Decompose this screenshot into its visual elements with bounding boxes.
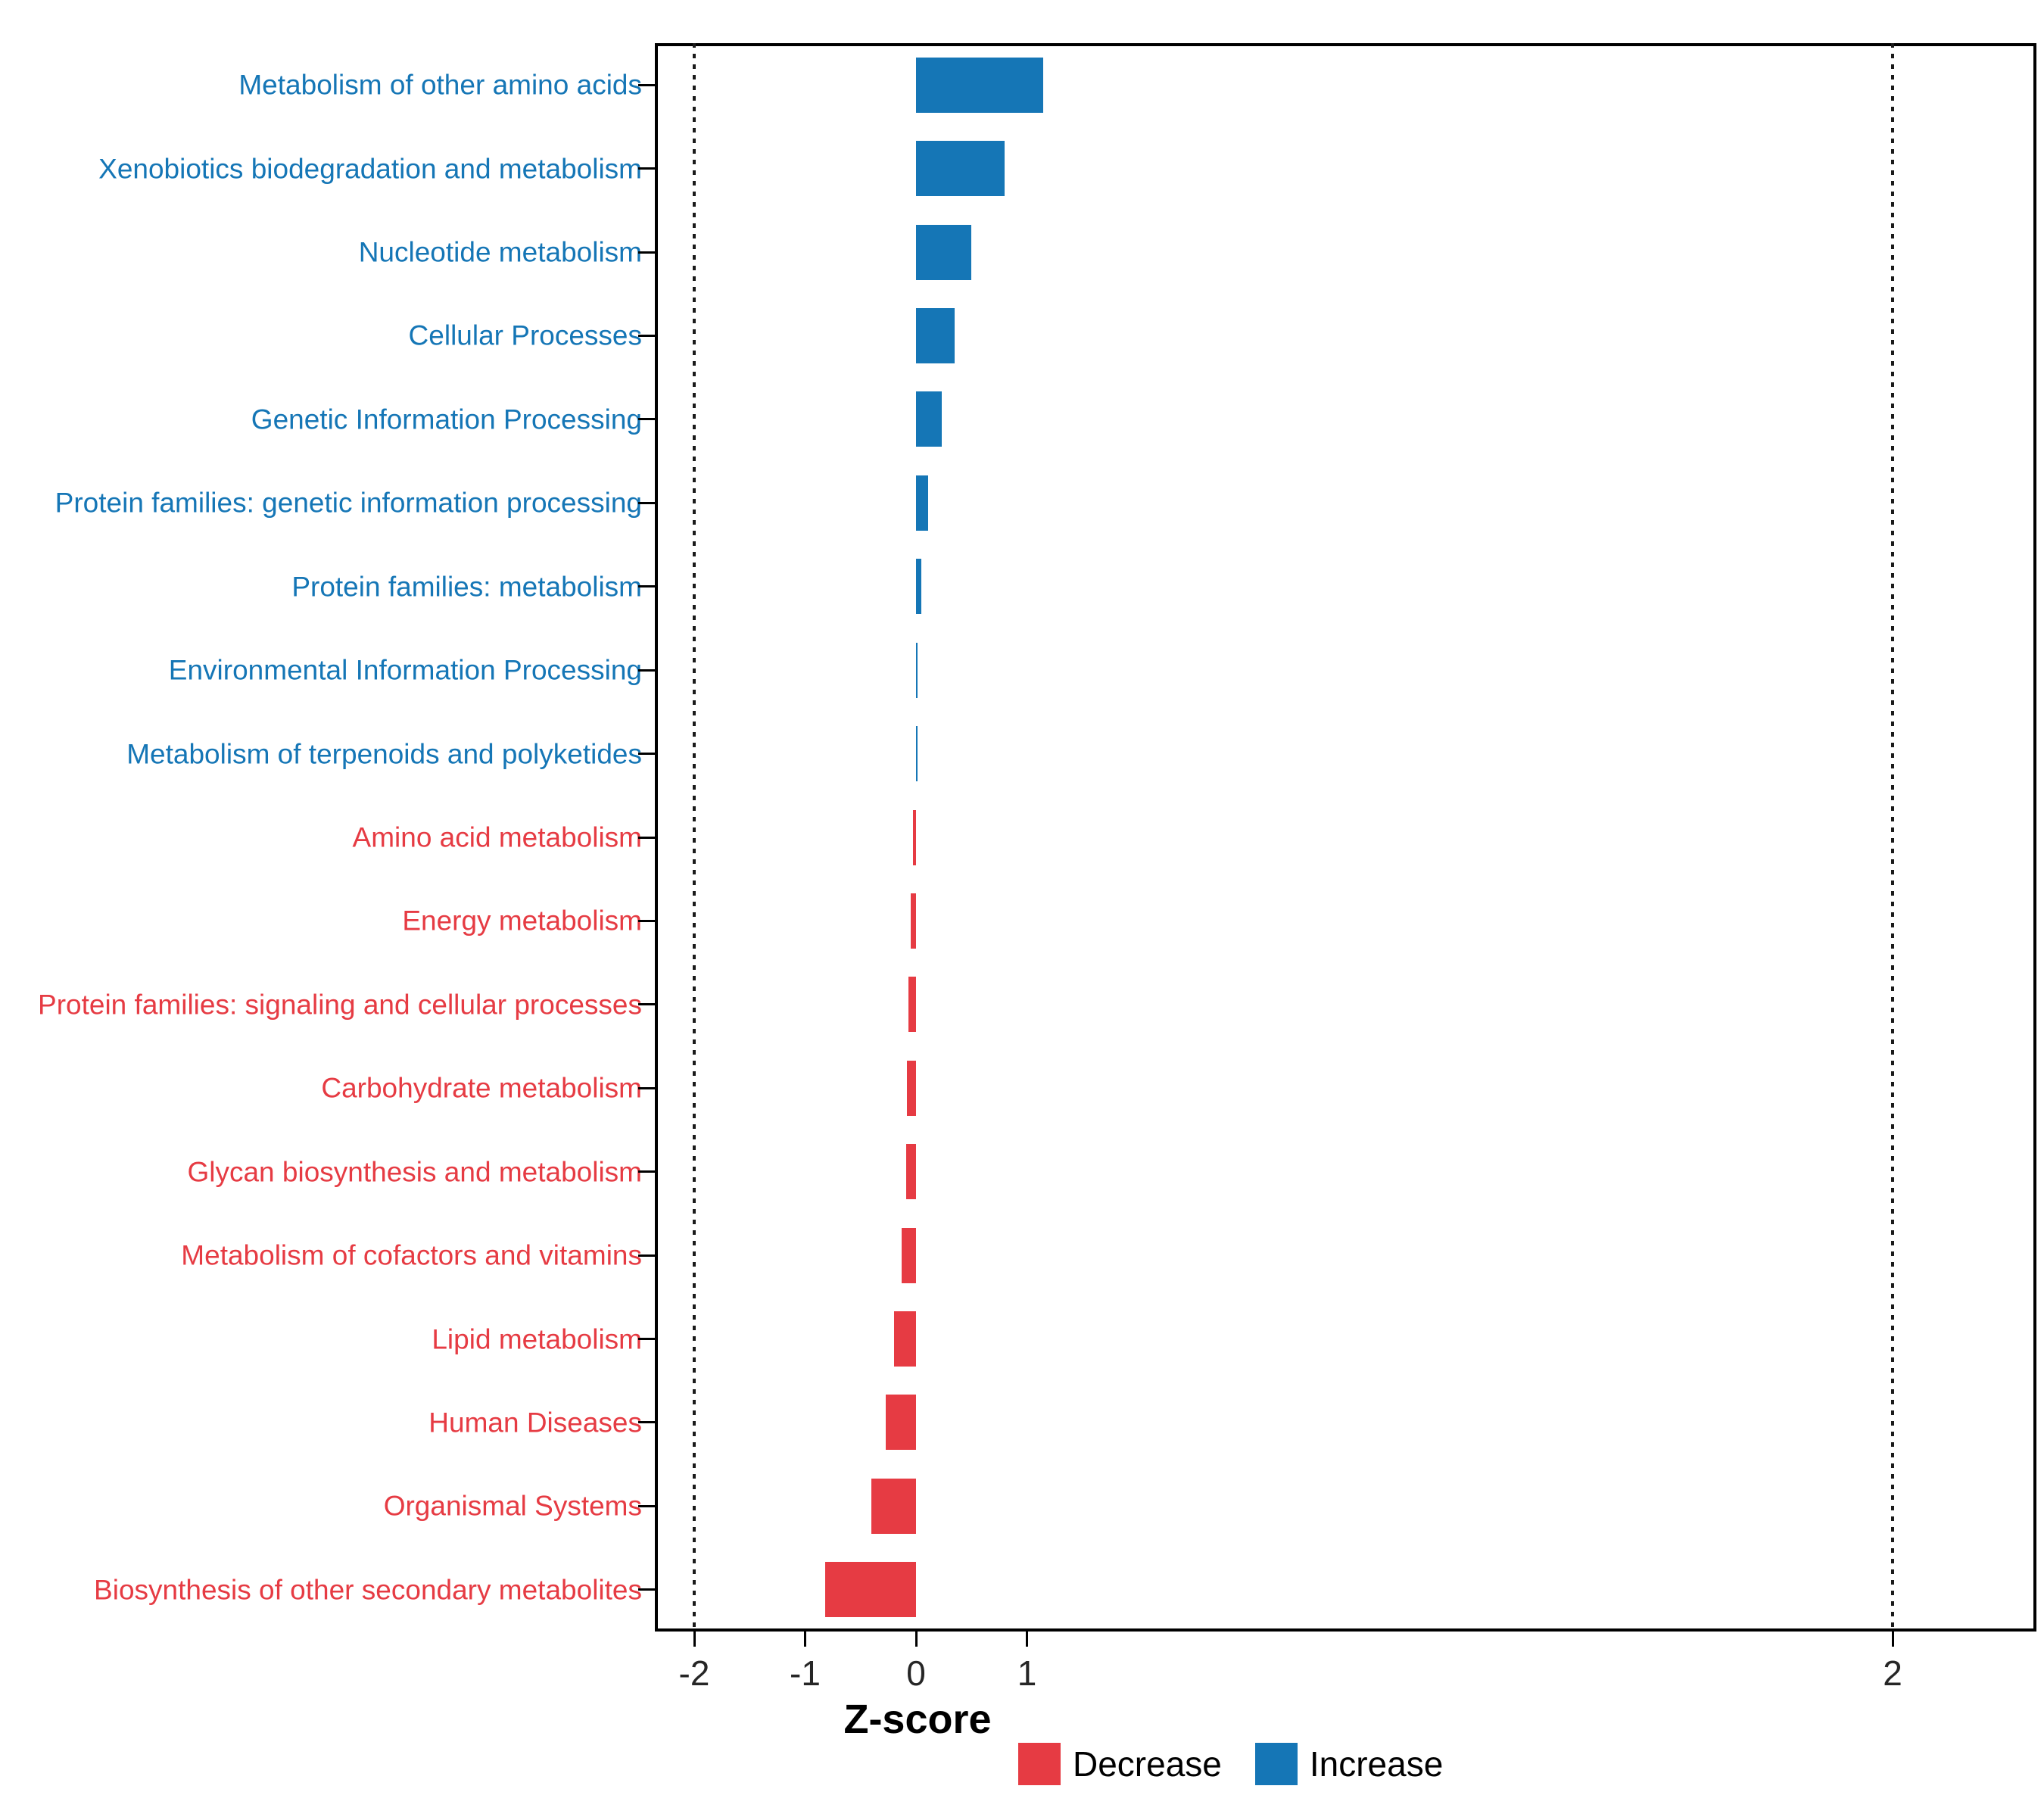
category-label: Lipid metabolism — [432, 1323, 642, 1355]
legend-label: Increase — [1309, 1744, 1444, 1784]
bar — [886, 1395, 916, 1451]
category-label: Protein families: signaling and cellular… — [38, 989, 642, 1021]
category-label: Protein families: genetic information pr… — [55, 487, 642, 519]
bar — [907, 1060, 916, 1116]
category-label: Cellular Processes — [408, 319, 642, 351]
y-axis-tick — [638, 1254, 655, 1257]
legend: Decrease Increase — [1018, 1740, 1443, 1788]
category-label: Biosynthesis of other secondary metaboli… — [94, 1574, 642, 1606]
bar — [871, 1478, 916, 1534]
y-axis-tick — [638, 1504, 655, 1507]
category-label: Metabolism of other amino acids — [238, 69, 642, 101]
legend-item-increase: Increase — [1254, 1743, 1444, 1785]
y-axis-tick — [638, 418, 655, 421]
bar — [916, 642, 918, 698]
category-label: Genetic Information Processing — [251, 404, 642, 435]
category-label: Human Diseases — [428, 1407, 642, 1438]
y-axis-tick — [638, 669, 655, 672]
x-axis-tick — [1026, 1632, 1028, 1647]
category-label: Metabolism of terpenoids and polyketides — [126, 738, 642, 770]
bar — [916, 141, 1005, 197]
x-axis-tick-label: -1 — [790, 1653, 821, 1693]
bar — [908, 977, 916, 1033]
bar — [905, 1144, 916, 1200]
category-label: Protein families: metabolism — [291, 571, 642, 603]
x-axis-tick-label: 1 — [1017, 1653, 1037, 1693]
category-label: Glycan biosynthesis and metabolism — [187, 1156, 642, 1188]
x-axis-tick-label: -2 — [678, 1653, 710, 1693]
y-axis-tick — [638, 501, 655, 504]
category-label: Xenobiotics biodegradation and metabolis… — [98, 153, 642, 185]
category-label: Organismal Systems — [383, 1490, 642, 1522]
y-axis-tick — [638, 167, 655, 170]
y-axis-tick — [638, 251, 655, 254]
category-label: Energy metabolism — [402, 905, 642, 937]
y-axis-tick — [638, 334, 655, 337]
bar — [916, 57, 1044, 113]
y-axis-tick — [638, 919, 655, 922]
decrease-swatch — [1018, 1743, 1061, 1785]
x-axis-tick — [915, 1632, 918, 1647]
threshold-line — [693, 43, 696, 1632]
y-axis-tick — [638, 1086, 655, 1089]
category-label: Metabolism of cofactors and vitamins — [181, 1239, 642, 1271]
bar — [916, 475, 929, 531]
bar — [916, 307, 955, 363]
x-axis-tick-label: 2 — [1883, 1653, 1902, 1693]
bar — [916, 391, 942, 447]
category-label: Nucleotide metabolism — [358, 236, 642, 268]
y-axis-tick — [638, 836, 655, 839]
legend-item-decrease: Decrease — [1018, 1743, 1222, 1785]
category-label: Environmental Information Processing — [168, 654, 642, 686]
legend-label: Decrease — [1073, 1744, 1222, 1784]
x-axis-tick — [804, 1632, 806, 1647]
bar — [916, 726, 918, 782]
threshold-line — [1891, 43, 1894, 1632]
y-axis-tick — [638, 1421, 655, 1424]
bar — [912, 809, 916, 865]
bar — [824, 1562, 916, 1618]
plot-panel — [655, 43, 2036, 1632]
y-axis-tick — [638, 1588, 655, 1591]
x-axis-tick — [693, 1632, 696, 1647]
y-axis-tick — [638, 1338, 655, 1341]
y-axis-tick — [638, 585, 655, 588]
category-label: Carbohydrate metabolism — [321, 1072, 642, 1104]
bar — [893, 1311, 916, 1367]
x-axis-title: Z-score — [843, 1697, 992, 1742]
x-axis-tick — [1891, 1632, 1894, 1647]
x-axis-tick-label: 0 — [906, 1653, 926, 1693]
bar — [901, 1227, 916, 1283]
bar — [916, 559, 921, 615]
bar — [910, 893, 916, 949]
y-axis-tick — [638, 1170, 655, 1173]
bar — [916, 224, 972, 280]
increase-swatch — [1254, 1743, 1298, 1785]
y-axis-tick — [638, 83, 655, 86]
y-axis-tick — [638, 753, 655, 756]
y-axis-tick — [638, 1003, 655, 1006]
category-label: Amino acid metabolism — [352, 821, 642, 853]
